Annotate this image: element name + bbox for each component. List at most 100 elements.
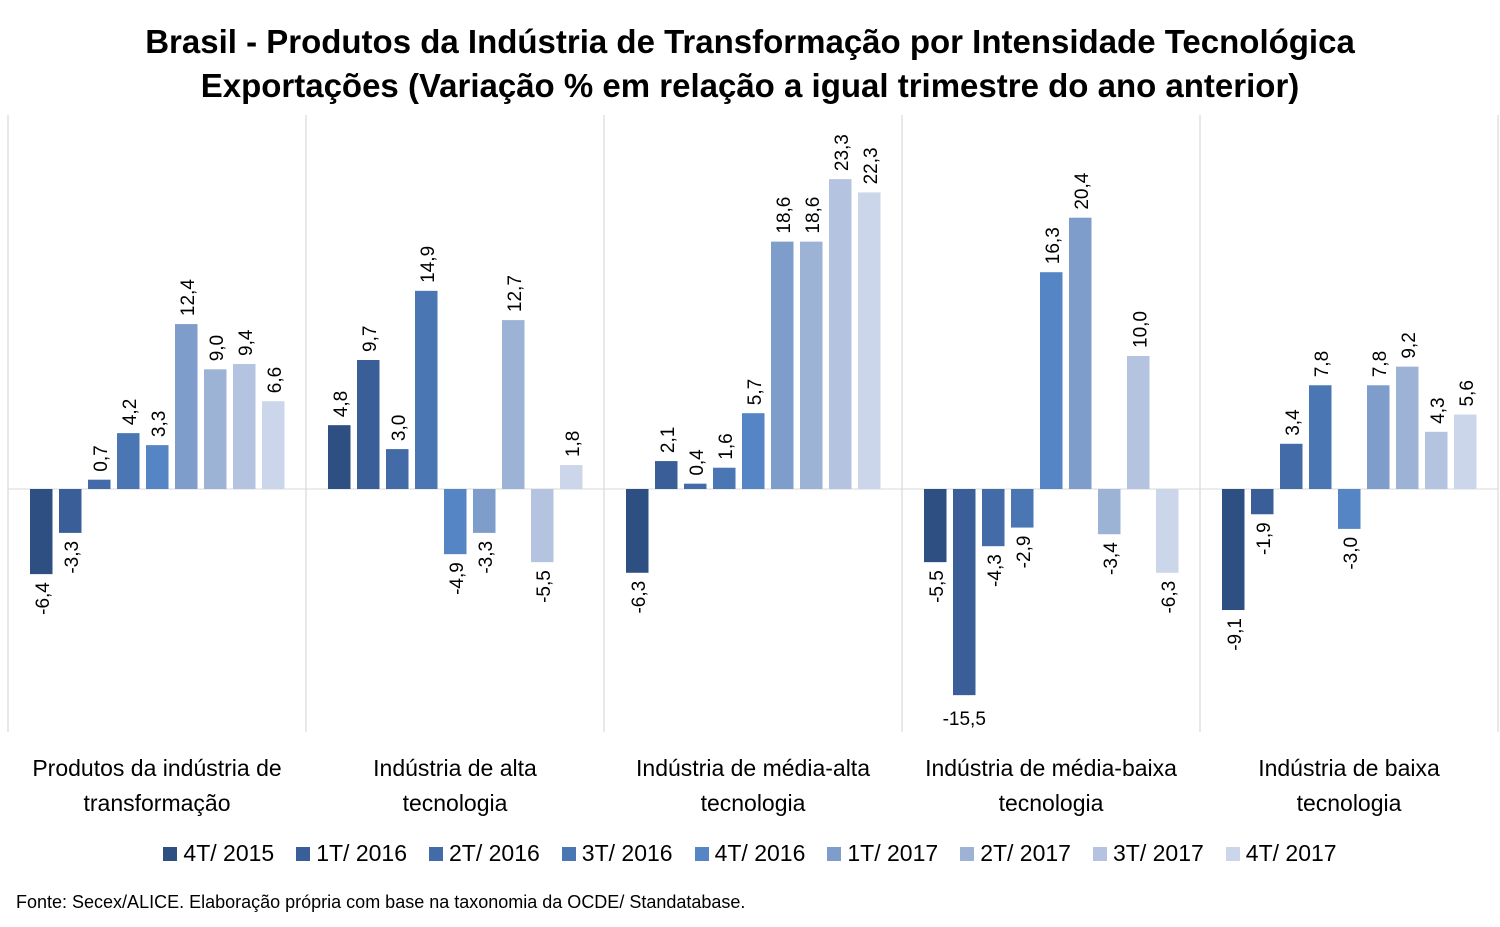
legend-swatch bbox=[827, 846, 842, 861]
bar bbox=[1251, 489, 1274, 515]
category-label: Indústria de alta bbox=[373, 755, 537, 781]
data-label: -1,9 bbox=[1254, 522, 1275, 555]
data-label: 9,7 bbox=[360, 326, 381, 352]
category-label: tecnologia bbox=[999, 790, 1104, 816]
data-label: 14,9 bbox=[418, 246, 439, 283]
data-label: -15,5 bbox=[943, 709, 986, 730]
data-label: 9,0 bbox=[207, 335, 228, 361]
bar bbox=[1156, 489, 1179, 573]
bar bbox=[858, 192, 881, 489]
data-label: 3,4 bbox=[1283, 409, 1304, 436]
bar bbox=[713, 467, 736, 489]
data-label: 1,6 bbox=[716, 433, 737, 459]
bar bbox=[1040, 272, 1063, 489]
bar bbox=[982, 489, 1005, 547]
bar bbox=[415, 290, 438, 489]
bar bbox=[1098, 489, 1121, 535]
bar bbox=[1069, 217, 1092, 489]
legend: 4T/ 2015 1T/ 2016 2T/ 2016 3T/ 2016 4T/ 2016… bbox=[0, 840, 1500, 867]
data-label: 12,7 bbox=[505, 275, 526, 312]
bar bbox=[1222, 489, 1245, 611]
legend-item: 3T/ 2017 bbox=[1092, 840, 1204, 867]
data-label: 10,0 bbox=[1130, 311, 1151, 348]
category-label: Indústria de média-alta bbox=[636, 755, 870, 781]
bar bbox=[953, 489, 976, 696]
bar bbox=[829, 179, 852, 490]
bar bbox=[560, 465, 583, 489]
category-label: tecnologia bbox=[403, 790, 508, 816]
bar bbox=[146, 445, 169, 489]
data-label: 0,4 bbox=[687, 449, 708, 476]
data-label: 16,3 bbox=[1043, 227, 1064, 264]
data-label: 7,8 bbox=[1312, 351, 1333, 377]
bar bbox=[771, 241, 794, 489]
legend-swatch bbox=[1092, 846, 1107, 861]
bar bbox=[386, 449, 409, 489]
category-label: tecnologia bbox=[701, 790, 806, 816]
data-label: 22,3 bbox=[861, 147, 882, 184]
bar bbox=[444, 489, 467, 555]
data-label: 7,8 bbox=[1370, 351, 1391, 377]
legend-swatch bbox=[1225, 846, 1240, 861]
data-label: 1,8 bbox=[563, 431, 584, 457]
bar bbox=[473, 489, 496, 533]
data-label: -6,4 bbox=[33, 582, 54, 615]
legend-swatch bbox=[694, 846, 709, 861]
category-label: Indústria de baixa bbox=[1258, 755, 1440, 781]
bar bbox=[30, 489, 53, 575]
data-label: -3,0 bbox=[1341, 537, 1362, 570]
data-label: 9,2 bbox=[1399, 332, 1420, 358]
bar bbox=[204, 369, 227, 489]
legend-item: 4T/ 2015 bbox=[163, 840, 274, 867]
legend-label: 1T/ 2017 bbox=[847, 840, 939, 866]
data-label: -6,3 bbox=[1159, 581, 1180, 614]
category-label: Produtos da indústria de bbox=[32, 755, 281, 781]
data-label: -9,1 bbox=[1225, 618, 1246, 651]
legend-label: 2T/ 2016 bbox=[449, 840, 540, 866]
bar bbox=[626, 489, 649, 573]
legend-label: 1T/ 2016 bbox=[316, 840, 407, 866]
data-label: -3,4 bbox=[1101, 542, 1122, 575]
category-label: tecnologia bbox=[1297, 790, 1402, 816]
legend-label: 4T/ 2017 bbox=[1245, 840, 1337, 866]
bar bbox=[328, 425, 351, 489]
bar bbox=[502, 320, 525, 489]
legend-label: 3T/ 2017 bbox=[1112, 840, 1204, 866]
bar bbox=[233, 363, 256, 489]
legend-item: 4T/ 2016 bbox=[694, 840, 805, 867]
data-label: -5,5 bbox=[534, 570, 555, 603]
bar bbox=[117, 433, 140, 489]
bar-chart: -6,4 4,8 -6,3 -5,5 -9,1 -3,3 9,7 2,1 -15,5 -1,9 0,… bbox=[7, 115, 1499, 816]
data-label: 2,1 bbox=[658, 427, 679, 453]
bar bbox=[88, 479, 111, 489]
bar bbox=[59, 489, 82, 533]
legend-item: 1T/ 2016 bbox=[296, 840, 407, 867]
legend-swatch bbox=[960, 846, 975, 861]
data-label: -3,3 bbox=[62, 541, 83, 574]
bar bbox=[742, 413, 765, 489]
data-label: -5,5 bbox=[927, 570, 948, 603]
bar bbox=[1309, 385, 1332, 489]
bar bbox=[800, 241, 823, 489]
category-label: Indústria de média-baixa bbox=[925, 755, 1177, 781]
bar bbox=[924, 489, 947, 563]
chart-title: Brasil - Produtos da Indústria de Transf… bbox=[0, 20, 1500, 108]
data-label: 0,7 bbox=[91, 445, 112, 471]
data-label: 3,3 bbox=[149, 411, 170, 437]
legend-label: 2T/ 2017 bbox=[980, 840, 1071, 866]
bar bbox=[1454, 414, 1477, 489]
legend-item: 4T/ 2017 bbox=[1225, 840, 1337, 867]
data-label: -2,9 bbox=[1014, 536, 1035, 569]
data-label: 4,8 bbox=[331, 391, 352, 417]
legend-swatch bbox=[296, 846, 311, 861]
data-label: 5,7 bbox=[745, 379, 766, 405]
bar bbox=[531, 489, 554, 563]
bar bbox=[1338, 489, 1361, 529]
bar bbox=[262, 401, 285, 489]
bar bbox=[1127, 356, 1150, 489]
legend-label: 4T/ 2015 bbox=[183, 840, 275, 866]
data-label: 4,3 bbox=[1428, 397, 1449, 423]
data-label: -4,9 bbox=[447, 562, 468, 595]
data-label: 9,4 bbox=[236, 329, 257, 356]
source-note: Fonte: Secex/ALICE. Elaboração própria c… bbox=[16, 892, 746, 912]
